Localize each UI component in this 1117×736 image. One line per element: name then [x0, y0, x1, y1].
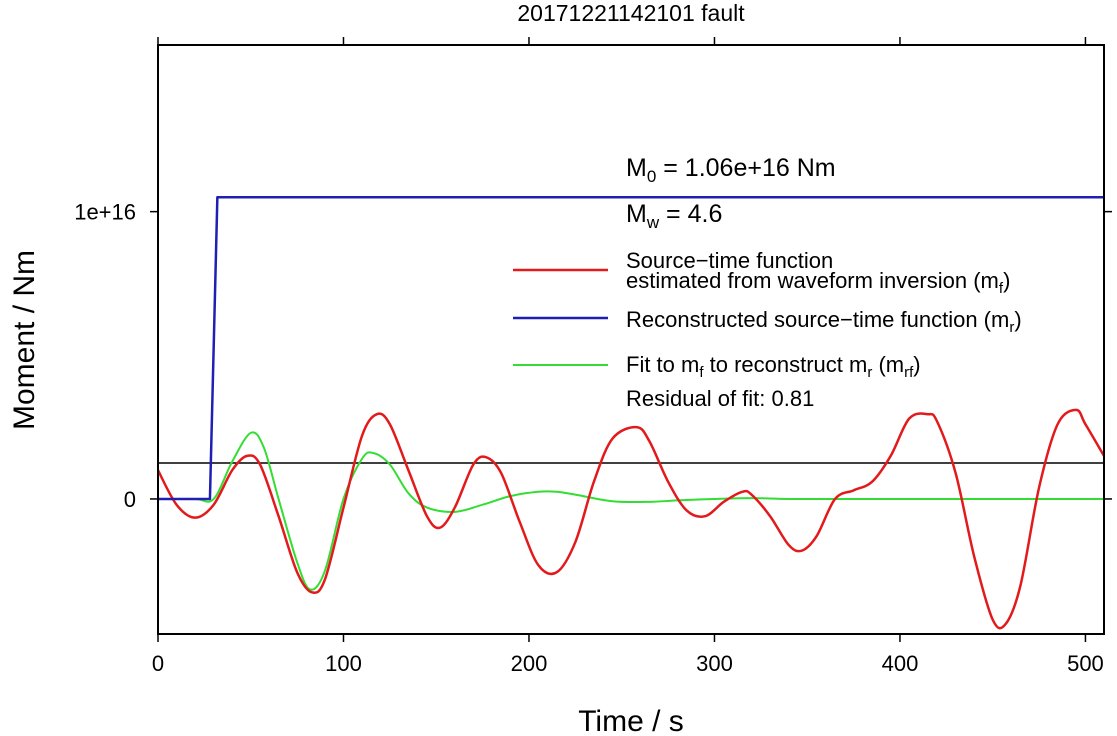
moment-magnitude-annotation: Mw = 4.6 [626, 200, 722, 232]
x-tick-label: 0 [152, 651, 164, 676]
plot-frame [157, 44, 1105, 635]
x-tick-label: 100 [325, 651, 362, 676]
series-line-mf [158, 408, 1104, 630]
legend-label-mr: Reconstructed source−time function (mr) [626, 307, 1022, 336]
mw-value: = 4.6 [659, 200, 722, 228]
plot-area [157, 44, 1105, 635]
y-tick-label: 1e+16 [74, 200, 136, 225]
x-tick-label: 500 [1067, 651, 1104, 676]
legend-label-mrf: Fit to mf to reconstruct mr (mrf) [626, 352, 921, 381]
m0-symbol: M [626, 154, 647, 182]
annotations: M0 = 1.06e+16 Nm Mw = 4.6 [626, 154, 836, 232]
x-tick-label: 400 [882, 651, 919, 676]
legend: Source−time function estimated from wave… [513, 248, 1022, 411]
legend-label-mf-line2: estimated from waveform inversion (mf) [626, 268, 1010, 297]
y-axis-label: Moment / Nm [8, 250, 41, 430]
y-tick-label: 0 [124, 487, 136, 512]
mw-subscript: w [646, 213, 660, 232]
seismic-moment-annotation: M0 = 1.06e+16 Nm [626, 154, 836, 186]
x-tick-label: 200 [511, 651, 548, 676]
m0-value: = 1.06e+16 Nm [656, 154, 835, 182]
series-line-mr [158, 196, 1104, 501]
series-line-mrf [158, 431, 1104, 591]
chart-title: 20171221142101 fault [517, 0, 745, 26]
mw-symbol: M [626, 200, 647, 228]
legend-label-mf-line1: Source−time function [626, 248, 833, 273]
x-tick-label: 300 [696, 651, 733, 676]
m0-subscript: 0 [647, 167, 656, 186]
x-axis-label: Time / s [578, 705, 684, 736]
axis-ticks: 0 100 200 300 400 500 0 1e+16 [74, 37, 1112, 676]
residual-annotation: Residual of fit: 0.81 [626, 386, 814, 411]
